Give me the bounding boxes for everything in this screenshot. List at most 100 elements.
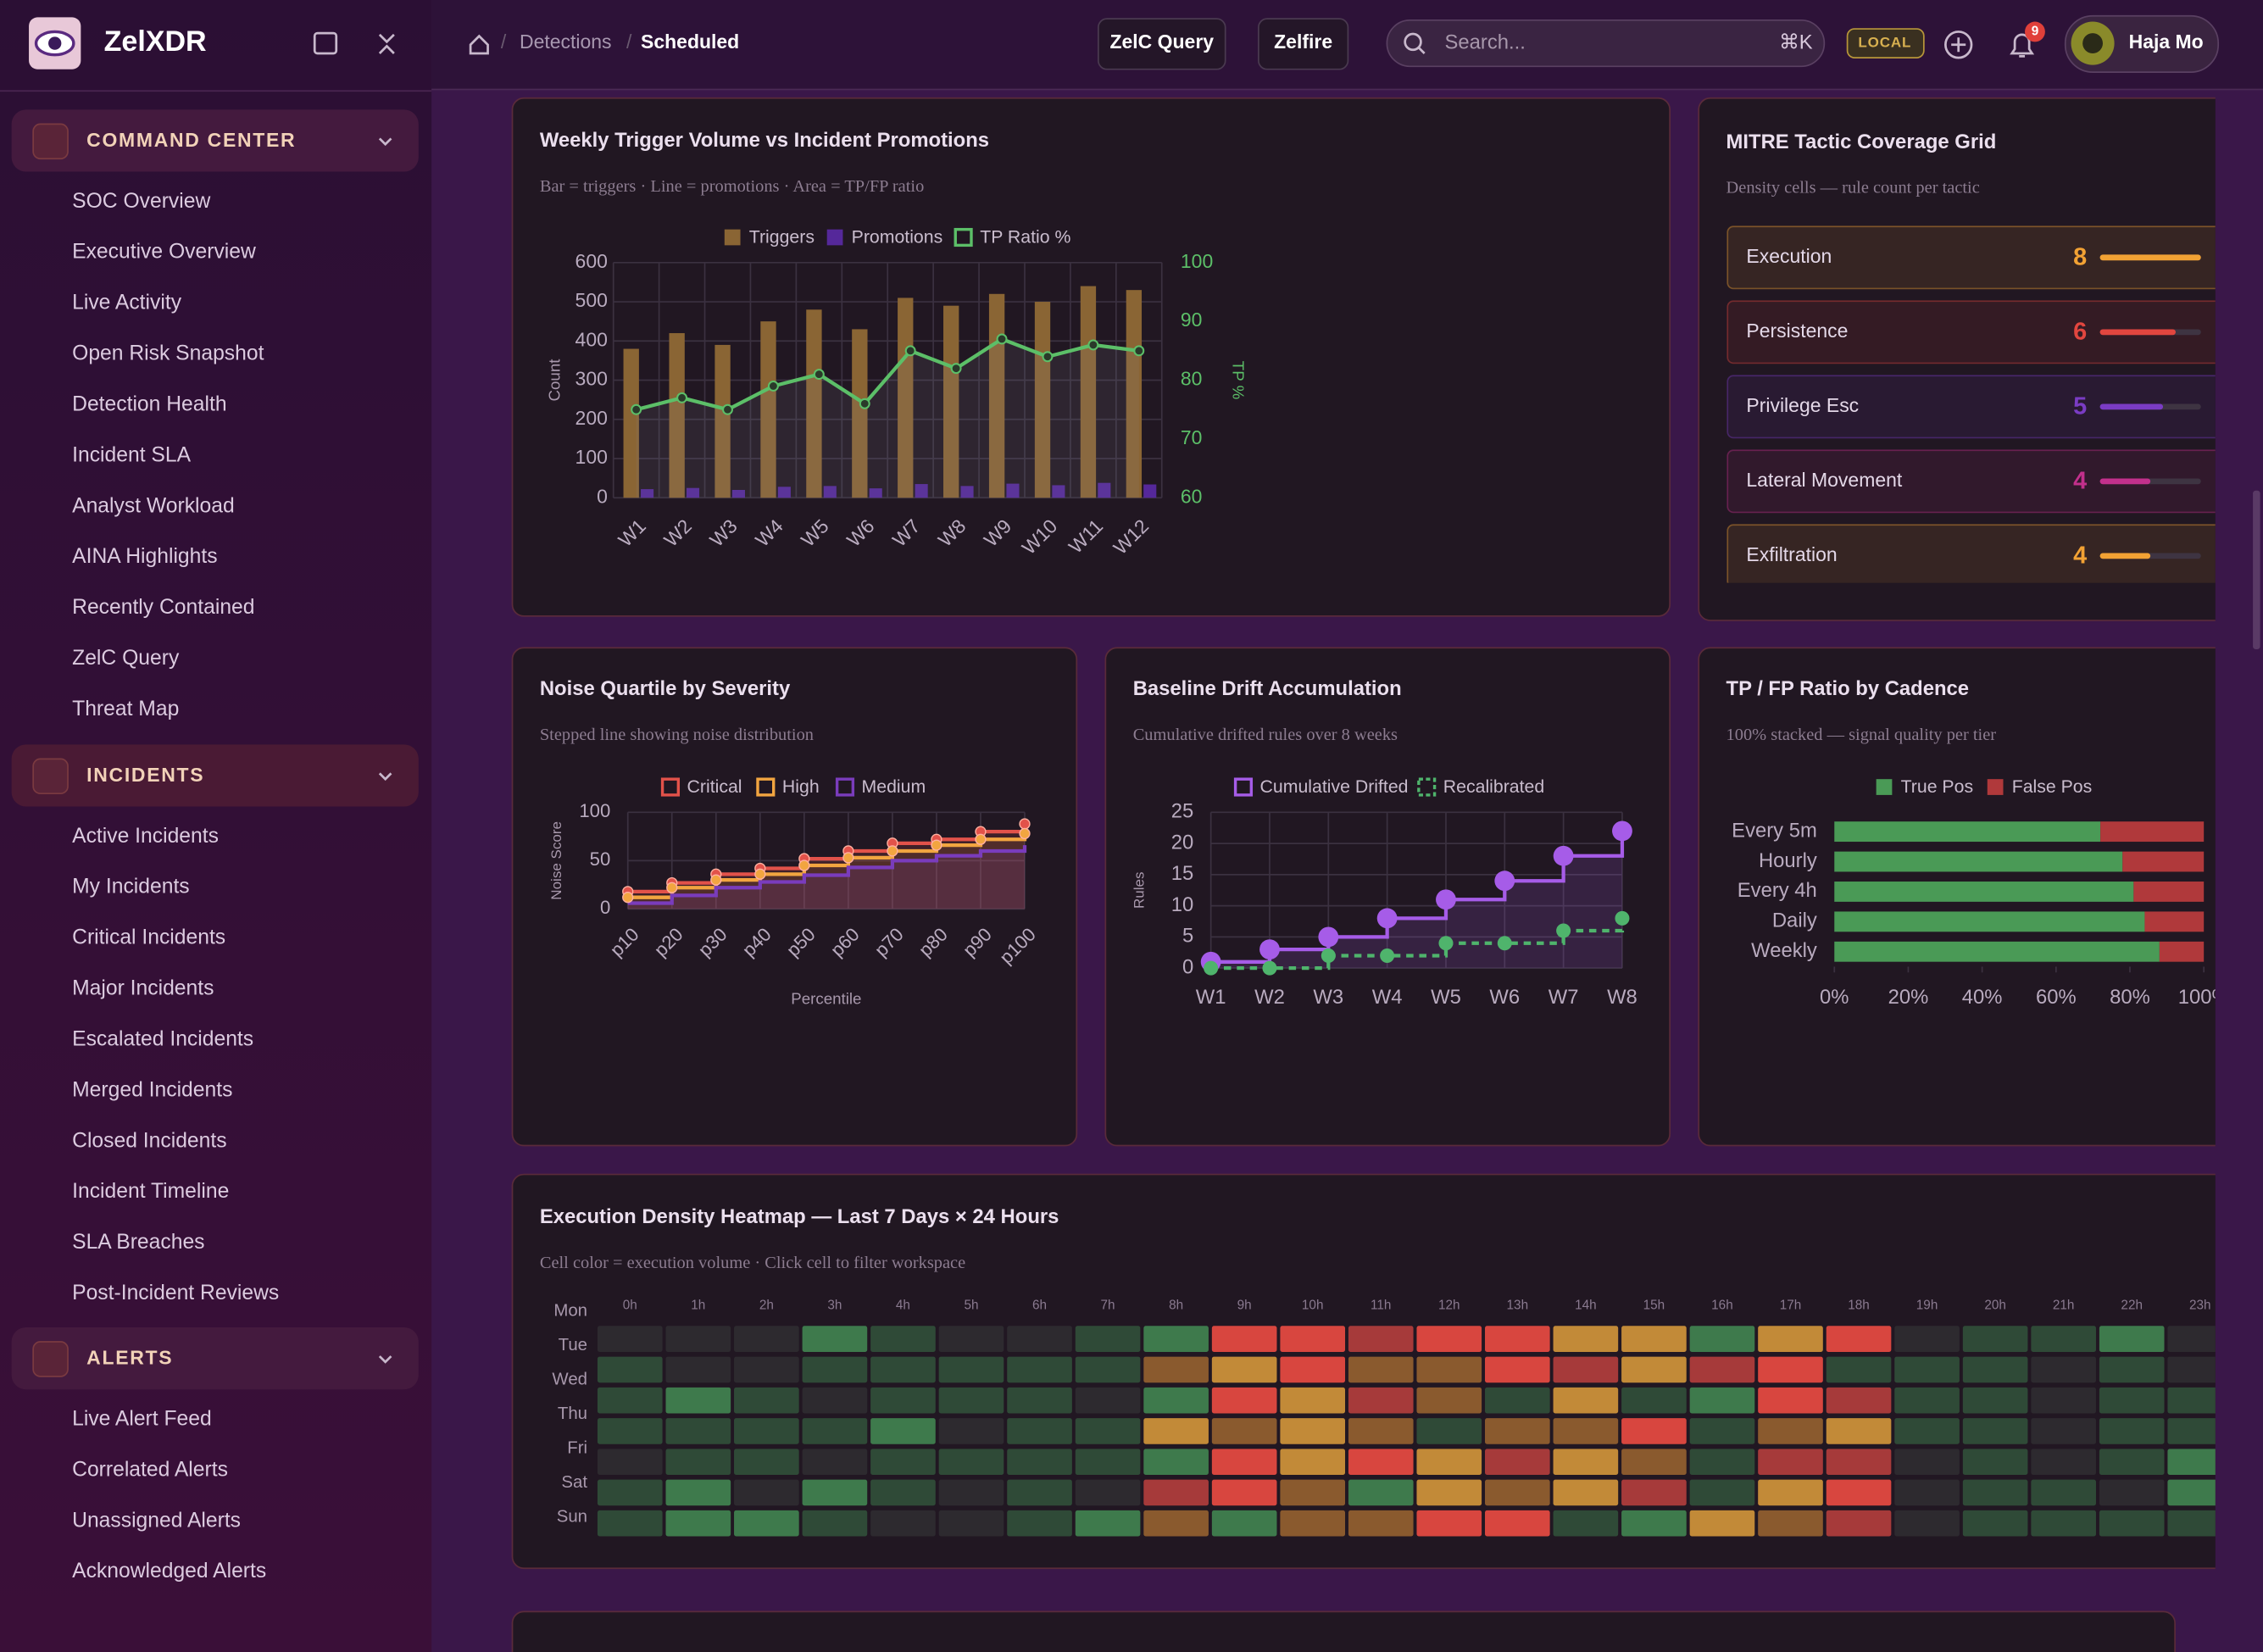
heat-cell[interactable] [1143, 1449, 1209, 1475]
heat-cell[interactable] [938, 1356, 1004, 1383]
heat-cell[interactable] [1553, 1387, 1619, 1414]
heat-cell[interactable] [597, 1449, 663, 1475]
heat-cell[interactable] [1348, 1449, 1414, 1475]
heat-cell[interactable] [2099, 1479, 2165, 1506]
heat-cell[interactable] [665, 1449, 731, 1475]
nav-item[interactable]: Executive Overview [72, 241, 256, 264]
heat-cell[interactable] [802, 1510, 868, 1537]
heat-cell[interactable] [2167, 1356, 2232, 1383]
heat-cell[interactable] [802, 1449, 868, 1475]
heat-cell[interactable] [1553, 1449, 1619, 1475]
heat-cell[interactable] [1621, 1479, 1687, 1506]
nav-item[interactable]: Merged Incidents [72, 1078, 232, 1101]
heat-cell[interactable] [1553, 1356, 1619, 1383]
heat-cell[interactable] [2167, 1418, 2232, 1444]
heat-cell[interactable] [2167, 1326, 2232, 1352]
heat-cell[interactable] [1894, 1418, 1960, 1444]
scrollbar[interactable] [2253, 490, 2260, 649]
heat-cell[interactable] [1075, 1449, 1141, 1475]
heat-cell[interactable] [1143, 1418, 1209, 1444]
nav-item[interactable]: Threat Map [72, 698, 179, 720]
tactic-cell[interactable] [1726, 300, 2247, 364]
heat-cell[interactable] [870, 1449, 936, 1475]
heat-cell[interactable] [1348, 1418, 1414, 1444]
heat-cell[interactable] [802, 1418, 868, 1444]
heat-cell[interactable] [734, 1356, 799, 1383]
nav-item[interactable]: Open Risk Snapshot [72, 342, 264, 365]
heat-cell[interactable] [597, 1479, 663, 1506]
nav-item[interactable]: Post-Incident Reviews [72, 1282, 279, 1304]
heat-cell[interactable] [802, 1387, 868, 1414]
heat-cell[interactable] [1553, 1510, 1619, 1537]
collapse-icon[interactable] [378, 33, 395, 54]
home-icon[interactable] [469, 34, 489, 55]
tactic-cell[interactable] [1726, 449, 2247, 514]
heat-cell[interactable] [665, 1479, 731, 1506]
heat-cell[interactable] [1348, 1479, 1414, 1506]
heat-cell[interactable] [1826, 1387, 1892, 1414]
nav-item[interactable]: Correlated Alerts [72, 1458, 228, 1481]
nav-item[interactable]: Incident SLA [72, 443, 191, 466]
heat-cell[interactable] [734, 1387, 799, 1414]
heat-cell[interactable] [1007, 1387, 1072, 1414]
heat-cell[interactable] [1826, 1510, 1892, 1537]
heat-cell[interactable] [1075, 1326, 1141, 1352]
heat-cell[interactable] [1211, 1326, 1277, 1352]
heat-cell[interactable] [2099, 1387, 2165, 1414]
tactic-cell[interactable] [1726, 225, 2247, 290]
heat-cell[interactable] [2031, 1387, 2096, 1414]
heat-cell[interactable] [1962, 1326, 2028, 1352]
heat-cell[interactable] [1280, 1510, 1346, 1537]
heat-cell[interactable] [1280, 1479, 1346, 1506]
heat-cell[interactable] [734, 1479, 799, 1506]
heat-cell[interactable] [1621, 1510, 1687, 1537]
heat-cell[interactable] [1962, 1449, 2028, 1475]
heat-cell[interactable] [1689, 1479, 1755, 1506]
heat-cell[interactable] [870, 1418, 936, 1444]
heat-cell[interactable] [2167, 1387, 2232, 1414]
heat-cell[interactable] [734, 1449, 799, 1475]
heat-cell[interactable] [1689, 1418, 1755, 1444]
nav-item[interactable]: Closed Incidents [72, 1129, 226, 1152]
nav-item[interactable]: Escalated Incidents [72, 1027, 253, 1050]
heat-cell[interactable] [1758, 1356, 1823, 1383]
heat-cell[interactable] [1280, 1356, 1346, 1383]
breadcrumb[interactable]: Detections [520, 31, 612, 53]
heat-cell[interactable] [2031, 1449, 2096, 1475]
heat-cell[interactable] [1621, 1356, 1687, 1383]
nav-item[interactable]: Detection Health [72, 392, 226, 415]
nav-item[interactable]: SOC Overview [72, 190, 210, 213]
heat-cell[interactable] [1689, 1387, 1755, 1414]
heat-cell[interactable] [1211, 1387, 1277, 1414]
nav-item[interactable]: Live Alert Feed [72, 1407, 212, 1430]
heat-cell[interactable] [1348, 1387, 1414, 1414]
heat-cell[interactable] [870, 1356, 936, 1383]
heat-cell[interactable] [2099, 1356, 2165, 1383]
bell[interactable] [2010, 33, 2035, 58]
heat-cell[interactable] [1894, 1387, 1960, 1414]
heat-cell[interactable] [1689, 1449, 1755, 1475]
add-button[interactable] [1944, 31, 1973, 59]
heat-cell[interactable] [1143, 1479, 1209, 1506]
heat-cell[interactable] [1211, 1449, 1277, 1475]
heat-cell[interactable] [597, 1387, 663, 1414]
heat-cell[interactable] [1826, 1418, 1892, 1444]
heat-cell[interactable] [1416, 1387, 1482, 1414]
heat-cell[interactable] [1894, 1479, 1960, 1506]
heat-cell[interactable] [1211, 1418, 1277, 1444]
nav-item[interactable]: AINA Highlights [72, 545, 217, 568]
heat-cell[interactable] [1211, 1479, 1277, 1506]
nav-item[interactable]: Incident Timeline [72, 1180, 229, 1203]
section-header[interactable] [11, 109, 419, 172]
heat-cell[interactable] [1485, 1418, 1550, 1444]
heat-cell[interactable] [665, 1418, 731, 1444]
heat-cell[interactable] [1962, 1418, 2028, 1444]
heat-cell[interactable] [1826, 1479, 1892, 1506]
heat-cell[interactable] [1485, 1510, 1550, 1537]
nav-item[interactable]: Analyst Workload [72, 494, 235, 517]
heat-cell[interactable] [1826, 1356, 1892, 1383]
heat-cell[interactable] [1416, 1356, 1482, 1383]
heat-cell[interactable] [1962, 1479, 2028, 1506]
nav-item[interactable]: Active Incidents [72, 825, 219, 848]
heat-cell[interactable] [734, 1326, 799, 1352]
